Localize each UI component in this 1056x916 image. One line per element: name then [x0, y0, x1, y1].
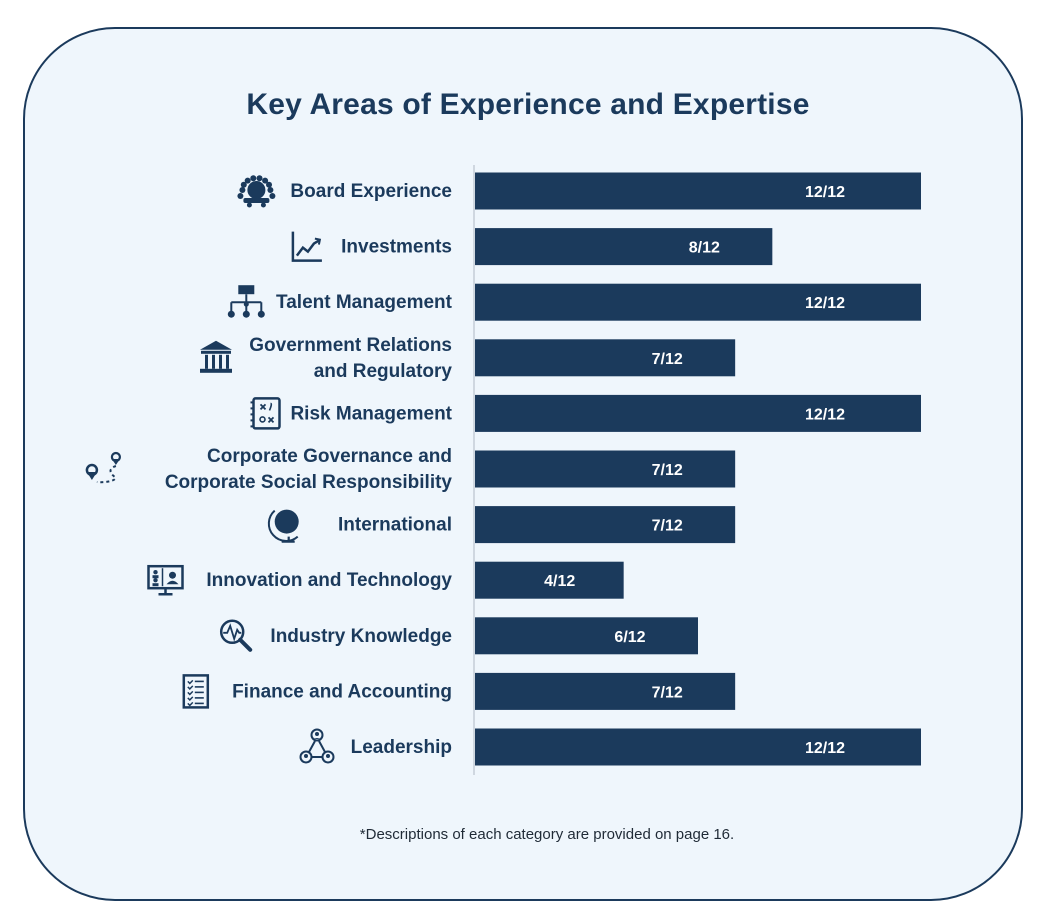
category-icons-group — [85, 175, 335, 764]
strategy-plan-icon — [250, 397, 281, 430]
value-label-9: 7/12 — [652, 684, 683, 701]
bar-9 — [475, 672, 736, 710]
value-label-7: 4/12 — [544, 573, 575, 590]
magnifier-pulse-icon — [219, 619, 253, 652]
bar-0 — [475, 172, 921, 210]
category-label-5-line-1: Corporate Social Responsibility — [165, 472, 453, 493]
org-chart-icon — [227, 285, 265, 318]
value-label-10: 12/12 — [805, 740, 845, 757]
category-label-2: Talent Management — [276, 292, 453, 313]
category-label-9: Finance and Accounting — [232, 681, 452, 702]
value-label-2: 12/12 — [805, 295, 845, 312]
category-label-10: Leadership — [351, 737, 452, 758]
category-label-3-line-1: and Regulatory — [314, 361, 453, 382]
government-building-icon — [200, 340, 232, 373]
globe-icon — [267, 509, 299, 543]
chart-title: Key Areas of Experience and Expertise — [246, 88, 810, 121]
category-label-1: Investments — [341, 237, 452, 258]
category-labels-group: Board Experience Investments Talent Manage… — [165, 181, 453, 758]
bar-10 — [475, 728, 921, 766]
value-label-3: 7/12 — [652, 351, 683, 368]
video-conference-icon — [147, 564, 184, 596]
category-label-5-line-0: Corporate Governance and — [207, 446, 452, 467]
value-label-1: 8/12 — [689, 240, 720, 257]
category-label-7: Innovation and Technology — [206, 570, 452, 591]
value-label-4: 12/12 — [805, 406, 845, 423]
bars-group: 12/12 8/12 12/12 7/12 12/12 7/12 7/12 4/12 6/12 7… — [475, 172, 921, 766]
value-label-5: 7/12 — [652, 462, 683, 479]
category-label-0: Board Experience — [290, 181, 452, 202]
value-label-6: 7/12 — [652, 518, 683, 535]
category-label-6: International — [338, 515, 452, 536]
bar-3 — [475, 339, 736, 377]
value-label-8: 6/12 — [614, 629, 645, 646]
category-label-4: Risk Management — [290, 403, 452, 424]
checklist-icon — [182, 674, 210, 709]
category-label-8: Industry Knowledge — [270, 626, 452, 647]
route-map-icon — [85, 451, 122, 484]
footnote: *Descriptions of each category are provi… — [359, 826, 735, 843]
bar-8 — [475, 617, 698, 655]
value-label-0: 12/12 — [805, 184, 845, 201]
bar-2 — [475, 283, 921, 321]
line-chart-icon — [291, 231, 322, 262]
bar-5 — [475, 450, 736, 488]
bar-6 — [475, 506, 736, 544]
bar-1 — [475, 228, 773, 266]
bar-4 — [475, 394, 921, 432]
team-hierarchy-icon — [299, 728, 335, 764]
bar-7 — [475, 561, 624, 599]
category-label-3-line-0: Government Relations — [249, 335, 452, 356]
board-meeting-icon — [237, 175, 276, 208]
